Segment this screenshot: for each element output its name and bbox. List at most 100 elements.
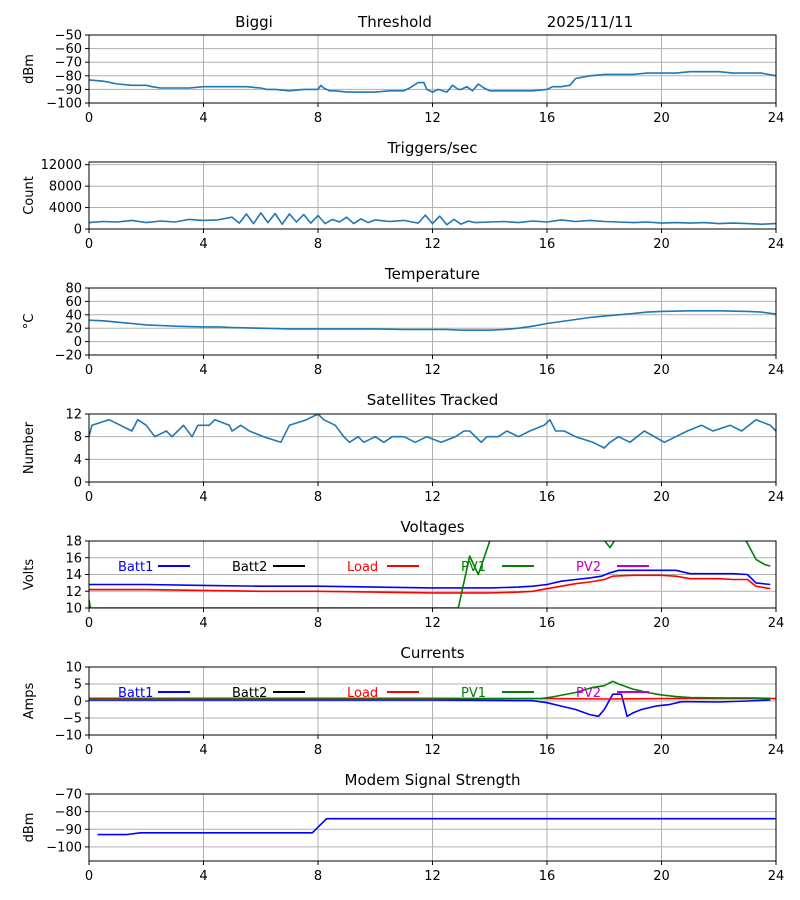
x-tick-label: 4 — [199, 490, 207, 505]
chart-panel-2: 0 4 8 12 16 20 24 0 4000 8000 12000 Count Triggers/s… — [22, 139, 784, 252]
y-tick-label: 12 — [65, 585, 82, 600]
chart-panel-6: 0 4 8 12 16 20 24 −10 −5 0 5 10 Amps Currents Batt1 Bat… — [22, 644, 784, 758]
y-tick-label: 12 — [65, 408, 82, 423]
x-tick-label: 16 — [539, 237, 556, 252]
header-date: 2025/11/11 — [547, 13, 633, 31]
x-tick-label: 8 — [314, 869, 322, 884]
y-tick-label: −5 — [63, 712, 82, 727]
y-tick-label: −10 — [55, 729, 82, 744]
x-tick-label: 0 — [85, 616, 93, 631]
legend-label-pv1: PV1 — [461, 560, 486, 575]
x-tick-label: 20 — [653, 869, 670, 884]
y-tick-label: 0 — [74, 223, 82, 238]
x-tick-label: 16 — [539, 490, 556, 505]
series-line-modem — [97, 817, 776, 836]
x-tick-label: 0 — [85, 237, 93, 252]
x-tick-label: 0 — [85, 743, 93, 758]
legend-label-batt2: Batt2 — [232, 560, 267, 575]
x-tick-label: 12 — [424, 869, 441, 884]
y-axis-label: °C — [22, 314, 37, 330]
y-tick-label: 4 — [74, 453, 82, 468]
x-tick-label: 4 — [199, 111, 207, 126]
y-tick-label: 10 — [65, 661, 82, 676]
y-tick-label: 5 — [74, 678, 82, 693]
legend-label-load: Load — [347, 560, 378, 575]
chart-title: Temperature — [384, 265, 480, 283]
y-tick-label: 80 — [65, 282, 82, 297]
y-tick-label: −20 — [55, 349, 82, 364]
legend-label-pv2: PV2 — [576, 686, 601, 701]
y-tick-label: −90 — [55, 823, 82, 838]
series-line-satellites — [89, 414, 776, 449]
y-tick-label: 16 — [65, 551, 82, 566]
x-tick-label: 24 — [768, 490, 785, 505]
chart-title: Satellites Tracked — [367, 391, 498, 409]
chart-title: Modem Signal Strength — [345, 771, 521, 789]
x-tick-label: 16 — [539, 616, 556, 631]
x-tick-label: 20 — [653, 363, 670, 378]
y-tick-label: 20 — [65, 322, 82, 337]
y-tick-label: 14 — [65, 568, 82, 583]
x-tick-label: 16 — [539, 363, 556, 378]
x-tick-label: 0 — [85, 869, 93, 884]
y-tick-label: −100 — [46, 840, 82, 855]
x-tick-label: 20 — [653, 616, 670, 631]
x-tick-label: 12 — [424, 743, 441, 758]
series-line-pv1 — [89, 680, 771, 701]
y-tick-label: 18 — [65, 535, 82, 550]
series-line-triggers — [89, 212, 776, 226]
legend-label-batt1: Batt1 — [118, 686, 153, 701]
legend-label-batt2: Batt2 — [232, 686, 267, 701]
x-tick-label: 12 — [424, 111, 441, 126]
x-tick-label: 24 — [768, 743, 785, 758]
x-tick-label: 4 — [199, 363, 207, 378]
y-tick-label: 8 — [74, 430, 82, 445]
x-tick-label: 0 — [85, 490, 93, 505]
y-tick-label: 12000 — [41, 158, 82, 173]
x-tick-label: 24 — [768, 363, 785, 378]
x-tick-label: 4 — [199, 616, 207, 631]
chart-panel-4: 0 4 8 12 16 20 24 0 4 8 12 Number Satellites Tracked — [22, 391, 784, 505]
y-tick-label: −60 — [55, 42, 82, 57]
series-line-batt1 — [89, 569, 771, 589]
legend-label-pv2: PV2 — [576, 560, 601, 575]
y-tick-label: −50 — [55, 29, 82, 44]
x-tick-label: 4 — [199, 237, 207, 252]
y-axis-label: Count — [22, 176, 37, 215]
y-axis-label: dBm — [22, 813, 37, 843]
x-tick-label: 4 — [199, 869, 207, 884]
header-station: Biggi — [235, 13, 273, 31]
series-line-load — [89, 574, 771, 594]
y-tick-label: −90 — [55, 83, 82, 98]
y-tick-label: 0 — [74, 476, 82, 491]
y-tick-label: 40 — [65, 308, 82, 323]
legend-label-pv1: PV1 — [461, 686, 486, 701]
y-tick-label: −70 — [55, 56, 82, 71]
y-tick-label: −80 — [55, 69, 82, 84]
x-tick-label: 8 — [314, 111, 322, 126]
x-tick-label: 4 — [199, 743, 207, 758]
y-axis-label: Volts — [22, 559, 37, 591]
y-axis-label: Amps — [22, 682, 37, 719]
x-tick-label: 8 — [314, 616, 322, 631]
x-tick-label: 12 — [424, 490, 441, 505]
x-tick-label: 24 — [768, 616, 785, 631]
x-tick-label: 16 — [539, 743, 556, 758]
x-tick-label: 0 — [85, 363, 93, 378]
x-tick-label: 16 — [539, 111, 556, 126]
y-tick-label: 4000 — [49, 201, 82, 216]
series-line-batt1 — [89, 693, 771, 718]
y-tick-label: 8000 — [49, 180, 82, 195]
x-tick-label: 0 — [85, 111, 93, 126]
y-axis-label: dBm — [22, 54, 37, 84]
chart-panel-1: 0 4 8 12 16 20 24 −100−90−80−70−60−50 dBm — [22, 29, 784, 127]
x-tick-label: 8 — [314, 363, 322, 378]
y-tick-label: 10 — [65, 602, 82, 617]
x-tick-label: 16 — [539, 869, 556, 884]
legend-label-load: Load — [347, 686, 378, 701]
y-tick-label: −70 — [55, 788, 82, 803]
chart-title: Triggers/sec — [387, 139, 478, 157]
